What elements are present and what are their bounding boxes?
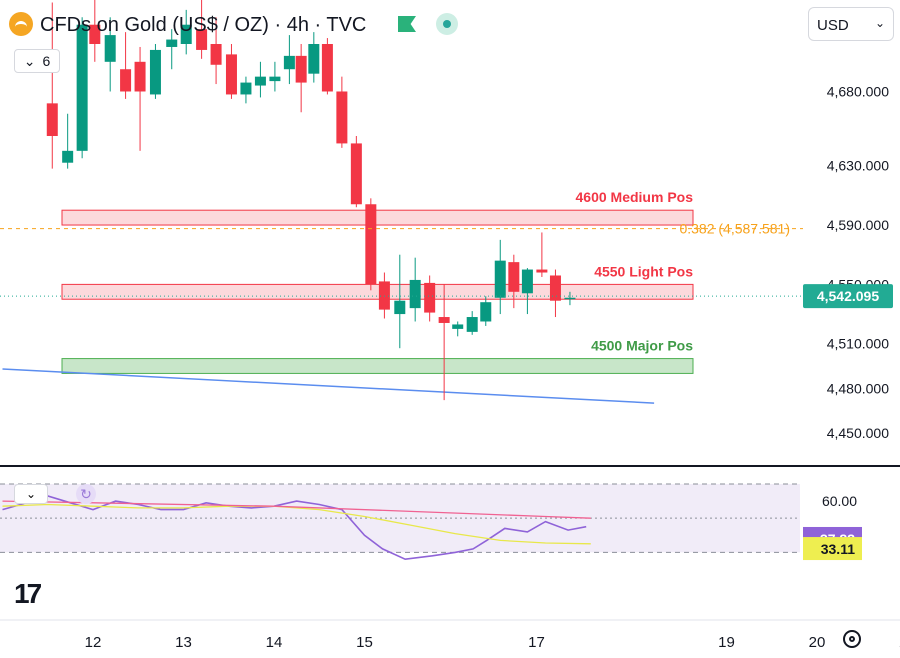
tradingview-logo[interactable]: 17 [14, 578, 42, 609]
candle-4 [104, 35, 116, 62]
candle-19 [321, 44, 333, 92]
candle-3 [89, 24, 101, 44]
candle-18 [308, 44, 320, 74]
rsi-ma-label: 33.11 [821, 541, 855, 557]
trend-line [2, 368, 655, 404]
candle-28 [452, 324, 464, 329]
price-tick-2: 4,510.000 [827, 336, 889, 352]
currency-label: USD [817, 17, 849, 34]
gold-logo-icon [9, 12, 33, 36]
candle-13 [240, 82, 252, 95]
candle-9 [180, 24, 192, 44]
candle-27 [438, 317, 450, 323]
candle-29 [466, 317, 478, 332]
rsi-series-0 [2, 495, 587, 561]
chevron-down-icon: ⌄ [23, 52, 36, 69]
time-tick-3: 15 [356, 634, 373, 651]
rsi-tick-0: 60.00 [822, 493, 857, 509]
trend-layer [2, 368, 655, 404]
candle-22 [365, 204, 377, 285]
zone-label-1: 4550 Light Pos [594, 263, 693, 279]
candle-24 [394, 300, 406, 315]
candle-36 [564, 297, 576, 300]
currency-select[interactable]: USD ⌄ [808, 7, 894, 41]
candle-21 [350, 143, 362, 205]
candle-2 [76, 24, 88, 151]
chevron-down-icon: ⌄ [874, 16, 885, 30]
candle-34 [536, 269, 548, 273]
price-axis-bg [803, 44, 900, 464]
market-status-icon[interactable] [436, 13, 458, 35]
time-tick-2: 14 [266, 634, 283, 651]
candle-7 [149, 49, 161, 95]
candle-11 [210, 44, 222, 65]
settings-gear-icon[interactable] [843, 630, 861, 648]
candle-15 [269, 76, 281, 82]
zone-2 [61, 358, 694, 374]
rsi-series-1 [2, 503, 591, 545]
indicator-count: 6 [42, 53, 51, 69]
zones-layer: 4600 Medium Pos 4550 Light Pos 4500 Major … [61, 189, 694, 374]
time-tick-0: 12 [85, 634, 102, 651]
fib-layer: 0.382 (4,587.581) [0, 221, 803, 297]
indicator-collapse-button[interactable]: ⌄ 6 [14, 49, 60, 73]
price-tick-1: 4,480.000 [827, 380, 889, 396]
price-tick-5: 4,630.000 [827, 158, 889, 174]
candle-6 [134, 61, 146, 92]
candle-26 [424, 282, 436, 313]
last-price-label: 4,542.095 [817, 288, 879, 304]
symbol-title[interactable]: CFDs on Gold (US$ / OZ) · 4h · TVC [40, 14, 367, 36]
time-tick-1: 13 [175, 634, 192, 651]
candle-25 [409, 279, 421, 309]
candle-32 [508, 262, 520, 292]
candle-33 [521, 269, 533, 294]
candles-layer [46, 0, 576, 401]
cycle-icon[interactable]: ↻ [76, 484, 96, 504]
rsi-collapse-button[interactable]: ⌄ [14, 484, 48, 504]
candle-0 [46, 103, 58, 136]
candle-1 [62, 150, 74, 163]
chart-header: CFDs on Gold (US$ / OZ) · 4h · TVC [0, 0, 800, 44]
rsi-pane: 60.0037.8333.11 [0, 470, 900, 590]
candle-23 [378, 281, 390, 310]
price-tick-4: 4,590.000 [827, 217, 889, 233]
time-tick-8: 20 [809, 634, 826, 651]
candle-17 [295, 55, 307, 83]
rsi-series-2 [2, 500, 591, 519]
rsi-ma-badge [803, 537, 862, 561]
flag-icon[interactable] [398, 16, 416, 32]
candle-10 [196, 29, 208, 50]
price-axis: 4,450.0004,480.0004,510.0004,550.0004,59… [803, 44, 900, 464]
candle-16 [283, 55, 295, 70]
candle-14 [254, 76, 266, 86]
candle-5 [120, 69, 132, 92]
candle-20 [336, 91, 348, 144]
candle-8 [166, 39, 178, 47]
zone-1 [61, 283, 694, 300]
price-tick-6: 4,680.000 [827, 83, 889, 99]
candle-12 [225, 54, 237, 95]
price-tick-0: 4,450.000 [827, 425, 889, 441]
time-tick-5: 17 [528, 634, 545, 651]
zone-0 [61, 209, 694, 226]
time-tick-7: 19 [718, 634, 735, 651]
fib-label: 0.382 (4,587.581) [679, 221, 790, 237]
zone-label-0: 4600 Medium Pos [576, 189, 694, 205]
candle-31 [494, 260, 506, 298]
zone-label-2: 4500 Major Pos [591, 338, 693, 354]
candle-35 [549, 275, 561, 301]
time-axis: 1213141517192021 [0, 619, 900, 651]
last-price-badge [803, 284, 893, 309]
candle-30 [480, 302, 492, 322]
